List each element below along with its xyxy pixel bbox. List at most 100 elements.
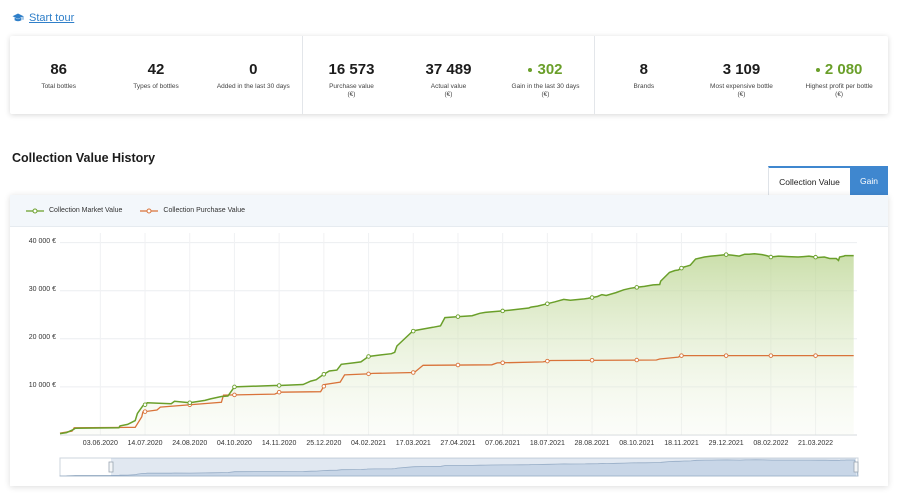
graduation-cap-icon: [12, 13, 24, 22]
start-tour-link[interactable]: Start tour: [12, 12, 74, 24]
stat-value-text: 16 573: [328, 61, 375, 78]
stat-item: 8 Brands: [595, 36, 693, 114]
market-value-point: [142, 402, 148, 407]
navigator-right-handle[interactable]: [853, 461, 859, 473]
x-tick-label: 29.12.2021: [708, 440, 744, 447]
trend-dot-icon: [528, 68, 533, 72]
stat-item: 302 Gain in the last 30 days (€): [497, 36, 594, 114]
x-tick-label: 08.10.2021: [619, 440, 655, 447]
stat-value: 2 080: [790, 61, 888, 79]
purchase-value-point: [545, 358, 550, 364]
x-tick-label: 21.03.2022: [798, 440, 834, 447]
legend-item-market-value[interactable]: Collection Market Value: [26, 207, 122, 215]
stat-item: 0 Added in the last 30 days: [205, 36, 302, 114]
market-value-point: [411, 328, 416, 334]
stat-value-text: 42: [147, 61, 165, 78]
y-tick-label: 10 000 €: [28, 381, 56, 389]
stat-value: 3 109: [693, 61, 791, 79]
stat-value-text: 0: [249, 61, 258, 78]
purchase-value-point: [723, 353, 729, 358]
chart-tabs: Collection Value Gain: [768, 166, 888, 195]
stat-item: 2 080 Highest profit per bottle (€): [790, 36, 888, 114]
y-tick-label: 30 000 €: [28, 285, 56, 293]
purchase-value-point: [321, 384, 327, 389]
stat-value-text: 2 080: [824, 61, 863, 78]
x-tick-label: 03.06.2020: [82, 440, 118, 447]
purchase-value-point: [366, 371, 371, 377]
x-tick-label: 27.04.2021: [440, 440, 476, 447]
market-value-point: [679, 265, 684, 271]
x-tick-label: 04.02.2021: [351, 440, 387, 447]
stat-value-text: 8: [639, 61, 648, 78]
purchase-value-point: [276, 389, 282, 395]
market-value-point: [545, 301, 550, 306]
purchase-value-point: [634, 357, 640, 363]
x-tick-label: 24.08.2020: [172, 440, 208, 447]
purchase-value-line: [59, 354, 854, 434]
stats-group: 8 Brands 3 109 Most expensive bottle (€) 2 08…: [595, 36, 888, 114]
range-navigator[interactable]: [59, 457, 859, 477]
stat-value: 86: [10, 61, 107, 79]
market-value-point: [276, 383, 282, 388]
legend-marker-icon: [140, 208, 159, 213]
market-value-point: [321, 371, 327, 377]
stat-unit: (€): [541, 91, 550, 98]
x-tick-label: 28.08.2021: [574, 440, 610, 447]
x-tick-label: 14.07.2020: [127, 440, 163, 447]
y-tick-label: 20 000 €: [28, 333, 56, 341]
navigator-selection: [111, 458, 856, 476]
stat-label: Total bottles: [41, 83, 76, 90]
legend-item-purchase-value[interactable]: Collection Purchase Value: [140, 207, 245, 215]
market-value-point: [589, 295, 595, 300]
x-tick-label: 18.11.2021: [664, 440, 699, 447]
page-title: Collection Value History: [12, 151, 156, 165]
navigator-left-handle[interactable]: [108, 461, 114, 473]
stats-group: 16 573 Purchase value (€) 37 489 Actual valu…: [303, 36, 595, 114]
x-tick-label: 08.02.2022: [753, 440, 789, 447]
start-tour-label: Start tour: [29, 12, 75, 24]
market-value-point: [768, 254, 774, 260]
tab-gain[interactable]: Gain: [850, 166, 888, 195]
purchase-value-point: [589, 358, 595, 363]
stat-label: Most expensive bottle: [710, 83, 773, 90]
stat-item: 42 Types of bottles: [107, 36, 204, 114]
stat-value-text: 3 109: [722, 61, 761, 78]
stat-unit: (€): [737, 91, 746, 98]
x-tick-label: 18.07.2021: [529, 440, 565, 447]
x-tick-label: 17.03.2021: [395, 440, 431, 447]
stat-value-text: 302: [537, 61, 563, 78]
market-value-point: [366, 354, 371, 359]
stat-value: 8: [595, 61, 693, 79]
stat-item: 37 489 Actual value (€): [400, 36, 497, 114]
market-value-point: [232, 384, 237, 390]
stat-label: Gain in the last 30 days: [511, 83, 580, 90]
x-tick-label: 14.11.2020: [261, 440, 297, 447]
tab-collection-value[interactable]: Collection Value: [768, 166, 850, 195]
chart-plot-area: [59, 233, 859, 477]
stat-value-text: 86: [50, 61, 67, 78]
market-value-point: [500, 308, 505, 314]
purchase-value-point: [411, 370, 416, 375]
stat-label: Types of bottles: [133, 83, 179, 90]
stat-value: 302: [497, 61, 594, 79]
purchase-value-point: [142, 409, 148, 414]
stat-value: 16 573: [303, 61, 400, 79]
stat-label: Brands: [633, 83, 655, 90]
chart-legend: Collection Market Value Collection Purcha…: [10, 195, 888, 227]
stat-item: 86 Total bottles: [10, 36, 107, 114]
x-tick-label: 25.12.2020: [306, 440, 342, 447]
purchase-value-point: [232, 392, 237, 398]
x-tick-label: 04.10.2020: [216, 440, 252, 447]
stat-item: 3 109 Most expensive bottle (€): [693, 36, 791, 114]
stat-item: 16 573 Purchase value (€): [303, 36, 400, 114]
legend-label: Collection Purchase Value: [163, 207, 245, 214]
stat-unit: (€): [347, 91, 356, 98]
y-tick-label: 40 000 €: [28, 237, 56, 245]
market-value-point: [455, 314, 461, 319]
purchase-value-point: [768, 353, 774, 358]
navigator-series-area: [59, 459, 859, 477]
stats-summary-card: 86 Total bottles 42 Types of bottles 0 Added …: [10, 36, 888, 114]
legend-marker-icon: [26, 208, 44, 213]
purchase-value-point: [813, 353, 818, 358]
market-value-point: [634, 285, 640, 290]
